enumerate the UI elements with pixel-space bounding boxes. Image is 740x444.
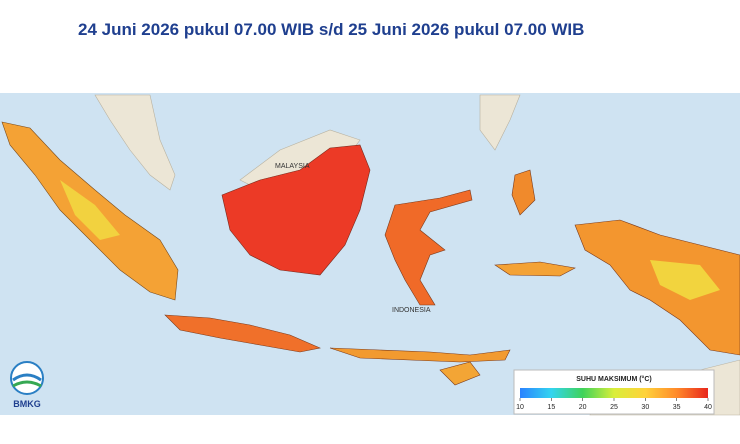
map-label: MALAYSIA [275, 163, 310, 170]
tick-label: 30 [641, 404, 649, 411]
island [511, 169, 536, 216]
tick-label: 15 [547, 404, 555, 411]
logo: BMKG [10, 361, 44, 409]
legend: SUHU MAKSIMUM (°C) 10 15 20 25 30 35 40 [513, 369, 715, 415]
island [329, 347, 511, 363]
region [650, 260, 720, 300]
title: 24 Juni 2026 pukul 07.00 WIB s/d 25 Juni… [78, 20, 585, 39]
legend-title: SUHU MAKSIMUM (°C) [576, 375, 652, 383]
tick-label: 10 [516, 404, 524, 411]
colorbar [520, 388, 708, 398]
island [494, 261, 576, 277]
tick-label: 20 [579, 404, 587, 411]
map-label: INDONESIA [392, 307, 431, 314]
island [384, 189, 473, 306]
tick-label: 40 [704, 404, 712, 411]
island [574, 219, 740, 356]
island [439, 361, 481, 386]
region [60, 180, 120, 240]
island [221, 144, 371, 276]
logo-text: BMKG [13, 399, 41, 409]
tick-label: 25 [610, 404, 618, 411]
island [164, 314, 321, 353]
tick-label: 35 [673, 404, 681, 411]
